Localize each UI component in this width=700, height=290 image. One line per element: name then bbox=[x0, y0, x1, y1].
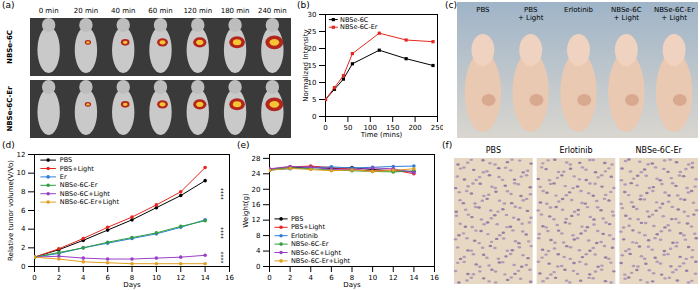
svg-text:****: **** bbox=[218, 227, 225, 239]
svg-text:250: 250 bbox=[431, 124, 443, 132]
svg-text:Er: Er bbox=[60, 173, 67, 181]
svg-text:14: 14 bbox=[201, 274, 210, 282]
svg-text:NBSe-6C: NBSe-6C bbox=[340, 15, 369, 24]
svg-text:20: 20 bbox=[252, 185, 261, 193]
svg-text:NBSe-6C-Er: NBSe-6C-Er bbox=[340, 23, 378, 31]
svg-text:Erlotinib: Erlotinib bbox=[559, 146, 592, 155]
svg-text:120 min: 120 min bbox=[183, 7, 212, 15]
svg-text:6: 6 bbox=[329, 274, 334, 282]
svg-text:8: 8 bbox=[256, 232, 260, 240]
html-text:(f): (f) bbox=[442, 140, 453, 150]
svg-text:40 min: 40 min bbox=[111, 7, 135, 15]
svg-text:25: 25 bbox=[307, 27, 317, 36]
svg-text:Weight(g): Weight(g) bbox=[242, 193, 250, 228]
svg-text:PBS+ Light: PBS+ Light bbox=[518, 6, 544, 22]
svg-text:Days: Days bbox=[123, 281, 141, 289]
svg-text:16: 16 bbox=[430, 274, 439, 282]
svg-text:NBSe-6C-Er: NBSe-6C-Er bbox=[636, 146, 683, 155]
svg-text:Days: Days bbox=[343, 281, 361, 289]
svg-text:30: 30 bbox=[308, 11, 317, 19]
svg-text:NBSe-6C+Light: NBSe-6C+Light bbox=[291, 249, 341, 257]
svg-text:Normalized Intensity: Normalized Intensity bbox=[302, 29, 310, 101]
svg-text:NBSe-6C+ Light: NBSe-6C+ Light bbox=[611, 6, 642, 22]
svg-text:0: 0 bbox=[32, 274, 36, 282]
svg-text:2: 2 bbox=[288, 274, 292, 282]
svg-text:28: 28 bbox=[252, 155, 261, 163]
svg-text:NBSe-6C-Er+ Light: NBSe-6C-Er+ Light bbox=[654, 6, 694, 22]
svg-text:0: 0 bbox=[323, 124, 327, 132]
svg-text:12: 12 bbox=[176, 274, 185, 282]
svg-text:6: 6 bbox=[105, 274, 110, 282]
svg-text:4: 4 bbox=[256, 247, 261, 255]
svg-text:4: 4 bbox=[21, 225, 26, 233]
svg-text:50: 50 bbox=[343, 124, 352, 132]
html-text:(c): (c) bbox=[445, 0, 457, 10]
svg-text:0: 0 bbox=[256, 263, 260, 271]
svg-text:2: 2 bbox=[57, 274, 61, 282]
svg-text:0: 0 bbox=[21, 263, 25, 271]
svg-text:0 min: 0 min bbox=[39, 7, 59, 15]
svg-text:20 min: 20 min bbox=[74, 7, 98, 15]
svg-text:****: **** bbox=[218, 188, 225, 200]
svg-text:16: 16 bbox=[252, 201, 261, 209]
svg-text:NBSe-6C+Light: NBSe-6C+Light bbox=[60, 190, 110, 198]
svg-text:200: 200 bbox=[408, 124, 421, 132]
svg-text:15: 15 bbox=[307, 61, 317, 70]
html-text:(a): (a) bbox=[2, 0, 15, 10]
svg-text:12: 12 bbox=[252, 216, 261, 224]
svg-text:NBSe-6C: NBSe-6C bbox=[6, 30, 14, 64]
svg-text:NBSe-6C-Er: NBSe-6C-Er bbox=[6, 86, 14, 132]
svg-text:PBS: PBS bbox=[476, 6, 490, 14]
svg-text:PBS+Light: PBS+Light bbox=[60, 165, 95, 173]
svg-text:NBSe-6C-Er+Light: NBSe-6C-Er+Light bbox=[60, 198, 120, 206]
svg-text:10: 10 bbox=[368, 274, 377, 282]
svg-text:240 min: 240 min bbox=[258, 7, 287, 15]
svg-text:2: 2 bbox=[21, 244, 25, 252]
svg-text:8: 8 bbox=[129, 274, 135, 283]
html-text:(e): (e) bbox=[237, 140, 250, 150]
svg-text:0: 0 bbox=[267, 274, 271, 282]
svg-text:12: 12 bbox=[389, 274, 398, 282]
svg-text:PBS: PBS bbox=[291, 215, 303, 223]
svg-text:20: 20 bbox=[307, 44, 317, 53]
svg-text:Relative tumor volume(V/Vo): Relative tumor volume(V/Vo) bbox=[7, 160, 15, 261]
svg-text:100: 100 bbox=[363, 124, 377, 133]
svg-text:NBSe-6C-Er: NBSe-6C-Er bbox=[60, 181, 98, 189]
svg-text:4: 4 bbox=[309, 274, 314, 282]
svg-text:****: **** bbox=[218, 252, 225, 264]
svg-text:Time (mins): Time (mins) bbox=[360, 131, 403, 139]
svg-text:150: 150 bbox=[386, 124, 400, 133]
svg-text:180 min: 180 min bbox=[221, 7, 250, 15]
svg-text:5: 5 bbox=[312, 96, 316, 104]
html-text:(d): (d) bbox=[2, 140, 15, 150]
svg-text:8: 8 bbox=[21, 188, 25, 196]
svg-text:6: 6 bbox=[21, 207, 26, 215]
svg-text:NBSe-6C-Er: NBSe-6C-Er bbox=[291, 240, 329, 248]
svg-text:10: 10 bbox=[152, 274, 161, 282]
svg-text:4: 4 bbox=[81, 274, 86, 282]
svg-text:0: 0 bbox=[312, 113, 316, 121]
html-text:(b): (b) bbox=[297, 0, 310, 10]
svg-text:14: 14 bbox=[409, 274, 418, 282]
svg-text:PBS: PBS bbox=[486, 146, 501, 155]
svg-text:NBSe-6C-Er+Light: NBSe-6C-Er+Light bbox=[291, 257, 351, 265]
svg-text:16: 16 bbox=[225, 274, 234, 282]
svg-text:10: 10 bbox=[17, 169, 26, 177]
svg-text:Erlotinib: Erlotinib bbox=[291, 232, 318, 240]
svg-text:12: 12 bbox=[17, 151, 26, 159]
svg-text:10: 10 bbox=[307, 78, 317, 87]
svg-text:Erlotinib: Erlotinib bbox=[564, 6, 594, 14]
svg-text:PBS+Light: PBS+Light bbox=[291, 223, 326, 231]
svg-text:24: 24 bbox=[252, 170, 261, 178]
svg-text:PBS: PBS bbox=[60, 156, 72, 164]
svg-text:8: 8 bbox=[349, 274, 355, 283]
svg-text:60 min: 60 min bbox=[148, 7, 172, 15]
